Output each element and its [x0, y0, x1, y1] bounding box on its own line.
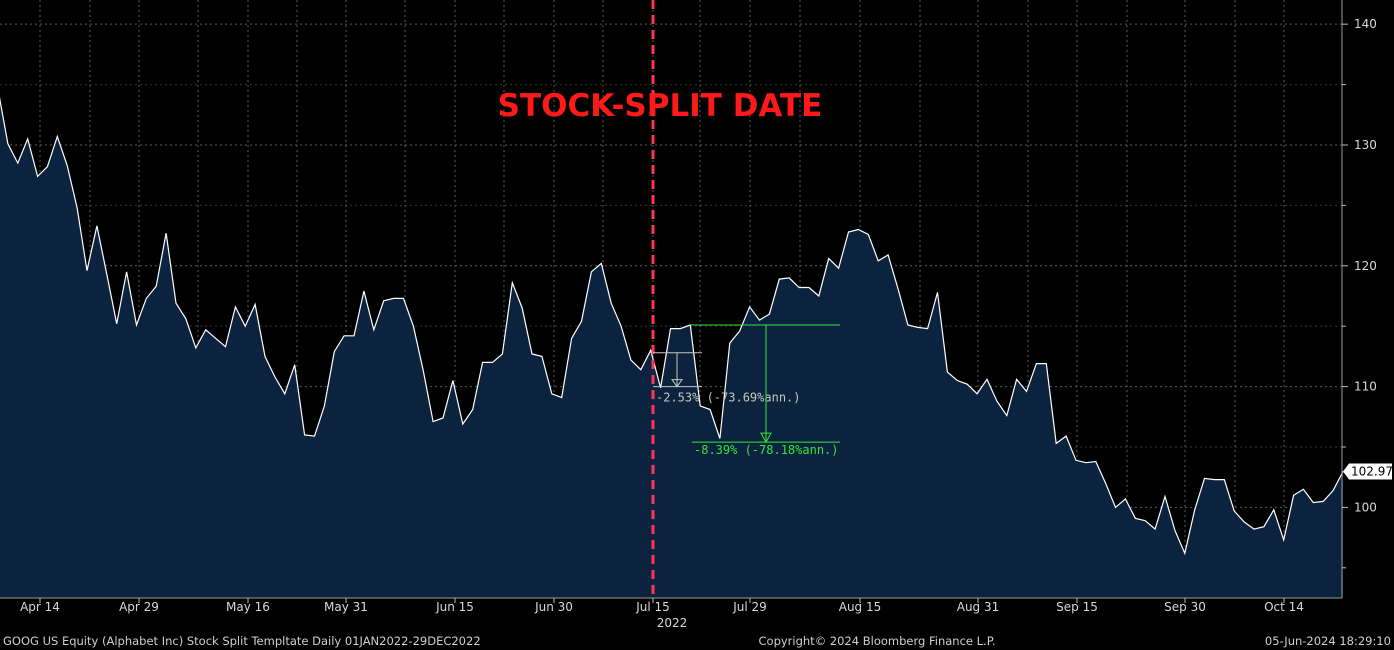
- y-tick-label: 140: [1354, 17, 1377, 31]
- y-tick-label: 110: [1354, 380, 1377, 394]
- y-tick-label: 100: [1354, 500, 1377, 514]
- footer-timestamp: 05-Jun-2024 18:29:10: [1265, 634, 1391, 648]
- x-tick-label: Aug 15: [839, 600, 882, 614]
- x-tick-label: Oct 14: [1264, 600, 1304, 614]
- x-tick-label: Jul 15: [635, 600, 670, 614]
- annotation-2-label: -8.39% (-78.18%ann.): [694, 443, 839, 457]
- drawdown-annotations: -2.53% (-73.69%ann.) -8.39% (-78.18%ann.): [653, 324, 840, 457]
- x-tick-label: Jun 30: [534, 600, 573, 614]
- x-tick-label: Sep 30: [1164, 600, 1206, 614]
- y-axis: 140 130 120 110 100: [1342, 17, 1377, 569]
- y-tick-label: 120: [1354, 259, 1377, 273]
- last-value-badge: 102.97: [1343, 463, 1393, 480]
- footer-left: GOOG US Equity (Alphabet Inc) Stock Spli…: [3, 634, 481, 648]
- stock-split-title: STOCK-SPLIT DATE: [498, 88, 823, 124]
- price-area: [0, 100, 1343, 598]
- x-tick-label: Jun 15: [435, 600, 474, 614]
- x-tick-label: Apr 14: [20, 600, 60, 614]
- x-tick-label: Apr 29: [119, 600, 159, 614]
- x-axis: Apr 14 Apr 29 May 16 May 31 Jun 15 Jun 30 Jul …: [20, 598, 1304, 614]
- annotation-1-label: -2.53% (-73.69%ann.): [656, 391, 801, 405]
- x-tick-label: May 31: [324, 600, 368, 614]
- price-line: [0, 97, 1344, 556]
- annotation-1-arrow: [671, 379, 683, 388]
- footer-copyright: Copyright© 2024 Bloomberg Finance L.P.: [759, 634, 996, 648]
- annotation-2-arrow: [760, 432, 772, 444]
- x-tick-label: Sep 15: [1056, 600, 1098, 614]
- last-value-badge-bg: [1343, 463, 1392, 480]
- x-tick-label: Jul 29: [732, 600, 767, 614]
- x-tick-label: Aug 31: [957, 600, 1000, 614]
- x-year-label: 2022: [657, 616, 688, 630]
- y-tick-label: 130: [1354, 138, 1377, 152]
- x-tick-label: May 16: [226, 600, 270, 614]
- last-value-label: 102.97: [1351, 465, 1393, 479]
